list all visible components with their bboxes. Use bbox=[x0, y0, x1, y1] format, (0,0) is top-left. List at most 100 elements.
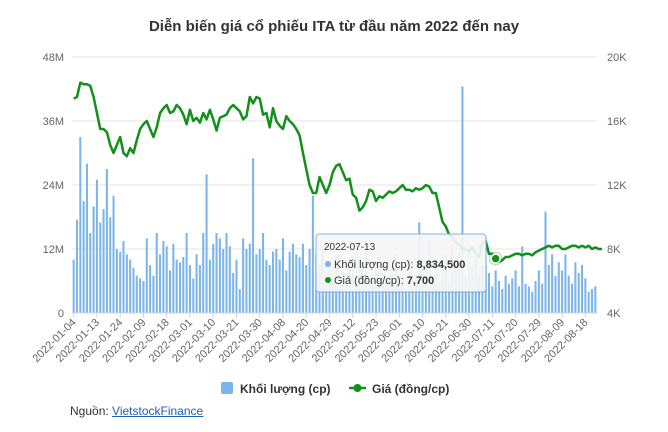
volume-bar[interactable] bbox=[401, 281, 404, 313]
volume-bar[interactable] bbox=[388, 275, 391, 313]
volume-bar[interactable] bbox=[72, 259, 75, 313]
volume-bar[interactable] bbox=[212, 243, 215, 313]
volume-bar[interactable] bbox=[222, 249, 225, 313]
volume-bar[interactable] bbox=[577, 273, 580, 313]
volume-bar[interactable] bbox=[487, 273, 491, 313]
volume-bar[interactable] bbox=[368, 286, 371, 313]
volume-bar[interactable] bbox=[168, 270, 172, 313]
volume-bar[interactable] bbox=[195, 254, 198, 313]
volume-bar[interactable] bbox=[331, 275, 334, 313]
volume-bar[interactable] bbox=[122, 241, 125, 313]
volume-bar[interactable] bbox=[298, 257, 301, 313]
volume-bar[interactable] bbox=[152, 275, 155, 313]
price-line[interactable] bbox=[73, 81, 602, 266]
volume-bar[interactable] bbox=[202, 233, 205, 313]
volume-bar[interactable] bbox=[245, 249, 248, 313]
volume-bar[interactable] bbox=[507, 283, 510, 313]
volume-bar[interactable] bbox=[590, 289, 594, 313]
volume-bar[interactable] bbox=[524, 283, 527, 313]
volume-bar[interactable] bbox=[105, 169, 108, 313]
volume-bar[interactable] bbox=[142, 281, 145, 313]
volume-bar[interactable] bbox=[238, 289, 241, 313]
volume-bar[interactable] bbox=[215, 233, 218, 313]
volume-bar[interactable] bbox=[175, 259, 178, 313]
volume-bar[interactable] bbox=[92, 206, 95, 313]
volume-bar[interactable] bbox=[162, 241, 165, 313]
volume-bar[interactable] bbox=[135, 275, 138, 313]
volume-bar[interactable] bbox=[112, 195, 115, 313]
volume-bar[interactable] bbox=[275, 249, 278, 313]
volume-bar[interactable] bbox=[291, 243, 294, 313]
volume-bar[interactable] bbox=[308, 249, 311, 313]
volume-bar[interactable] bbox=[132, 267, 135, 313]
volume-bar[interactable] bbox=[464, 278, 467, 313]
volume-bar[interactable] bbox=[159, 254, 162, 313]
volume-bar[interactable] bbox=[398, 286, 401, 313]
price-series-line[interactable] bbox=[73, 81, 602, 264]
volume-bar[interactable] bbox=[438, 283, 441, 313]
volume-bar[interactable] bbox=[404, 289, 407, 313]
volume-bar[interactable] bbox=[325, 281, 328, 313]
volume-bar[interactable] bbox=[82, 201, 85, 313]
volume-bar[interactable] bbox=[182, 257, 185, 313]
volume-bar[interactable] bbox=[145, 238, 148, 313]
volume-bar[interactable] bbox=[125, 254, 128, 313]
volume-bar[interactable] bbox=[414, 278, 417, 313]
volume-bar[interactable] bbox=[557, 262, 560, 313]
volume-bar[interactable] bbox=[119, 251, 122, 313]
legend-price-label[interactable]: Giá (đồng/cp) bbox=[372, 382, 449, 396]
volume-bar[interactable] bbox=[172, 243, 175, 313]
source-link[interactable]: VietstockFinance bbox=[112, 404, 204, 418]
volume-bar[interactable] bbox=[517, 286, 520, 313]
volume-bar[interactable] bbox=[554, 275, 557, 313]
volume-bar[interactable] bbox=[235, 259, 238, 313]
volume-bar[interactable] bbox=[109, 217, 112, 313]
volume-bar[interactable] bbox=[541, 283, 544, 313]
volume-bar[interactable] bbox=[338, 278, 341, 313]
volume-bar[interactable] bbox=[381, 278, 384, 313]
volume-bar[interactable] bbox=[75, 219, 79, 313]
volume-bar[interactable] bbox=[95, 179, 98, 313]
volume-bar[interactable] bbox=[587, 291, 590, 313]
volume-bar[interactable] bbox=[198, 265, 201, 313]
volume-bar[interactable] bbox=[149, 265, 152, 313]
volume-bar[interactable] bbox=[441, 273, 444, 313]
volume-bar[interactable] bbox=[192, 278, 195, 313]
volume-bar[interactable] bbox=[345, 273, 348, 313]
volume-bar[interactable] bbox=[155, 233, 158, 313]
volume-bar[interactable] bbox=[265, 259, 268, 313]
volume-bar[interactable] bbox=[448, 281, 451, 313]
volume-bar[interactable] bbox=[501, 289, 504, 313]
volume-bar[interactable] bbox=[225, 233, 228, 313]
volume-bar[interactable] bbox=[218, 238, 221, 313]
volume-bar[interactable] bbox=[581, 265, 584, 313]
volume-bar[interactable] bbox=[208, 259, 211, 313]
volume-bar[interactable] bbox=[248, 243, 251, 313]
volume-bar[interactable] bbox=[584, 278, 587, 313]
volume-bar[interactable] bbox=[491, 286, 494, 313]
volume-bar[interactable] bbox=[311, 195, 314, 313]
volume-bar[interactable] bbox=[561, 270, 564, 313]
volume-bar[interactable] bbox=[511, 278, 514, 313]
volume-bar[interactable] bbox=[305, 265, 308, 313]
volume-bar[interactable] bbox=[232, 273, 235, 313]
volume-bar[interactable] bbox=[527, 286, 530, 313]
volume-bar[interactable] bbox=[534, 281, 537, 313]
volume-bar[interactable] bbox=[531, 291, 534, 313]
volume-bar[interactable] bbox=[295, 254, 298, 313]
volume-bar[interactable] bbox=[102, 209, 105, 313]
volume-bar[interactable] bbox=[129, 259, 132, 313]
volume-bar[interactable] bbox=[371, 281, 374, 313]
volume-bar[interactable] bbox=[537, 270, 540, 313]
volume-bar[interactable] bbox=[178, 262, 182, 313]
volume-bar[interactable] bbox=[258, 249, 261, 313]
volume-bar[interactable] bbox=[262, 233, 265, 313]
volume-bar[interactable] bbox=[594, 286, 597, 313]
volume-bar[interactable] bbox=[139, 278, 142, 313]
volume-bar[interactable] bbox=[355, 278, 358, 313]
volume-bar[interactable] bbox=[185, 233, 188, 313]
legend[interactable]: Khối lượng (cp) Giá (đồng/cp) bbox=[221, 382, 449, 396]
volume-bar[interactable] bbox=[497, 281, 501, 313]
volume-bar[interactable] bbox=[478, 275, 481, 313]
volume-bar[interactable] bbox=[431, 275, 434, 313]
